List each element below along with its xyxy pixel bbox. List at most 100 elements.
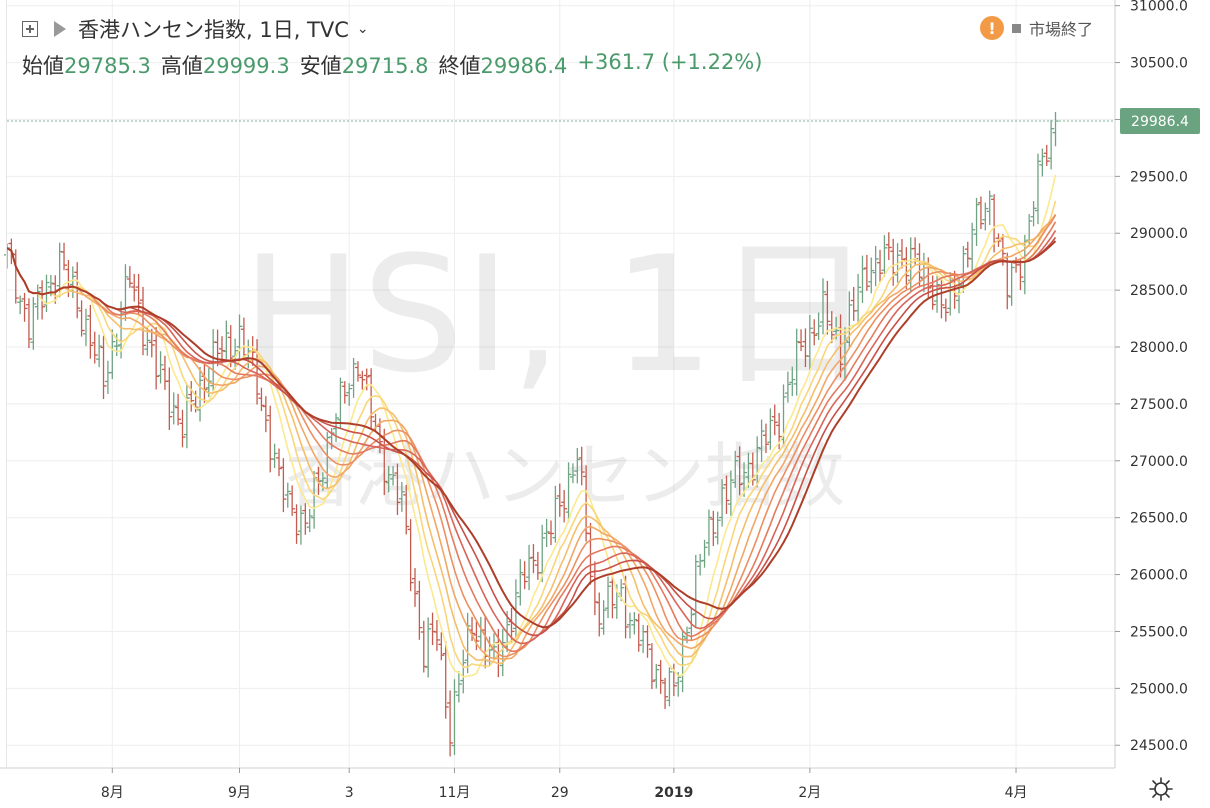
ohlc-bar: [1030, 201, 1037, 227]
ohlc-bar: [710, 510, 717, 546]
ohlc-bar: [390, 466, 397, 486]
ohlc-bar: [565, 462, 572, 523]
status-square-icon: [1012, 23, 1021, 33]
price-bars: [4, 111, 1059, 757]
ohlc-bar: [605, 576, 612, 619]
ohlc-bar: [109, 329, 116, 380]
price-tick-label: 27500.0: [1130, 397, 1188, 413]
time-tick-label: 3: [345, 785, 354, 801]
last-price-tag: 29986.4: [1120, 108, 1200, 135]
ohlc-bar: [552, 485, 559, 543]
ohlc-bar: [350, 358, 357, 398]
ohlc-bar: [166, 367, 173, 430]
ohlc-bar: [447, 690, 454, 757]
ohlc-bar: [17, 295, 24, 315]
ohlc-bar: [425, 617, 432, 678]
ohlc-bar: [398, 482, 405, 512]
symbol-title[interactable]: 香港ハンセン指数, 1日, TVC: [78, 18, 349, 42]
ohlc-bar: [517, 559, 524, 606]
chart-grid: [7, 0, 1115, 768]
ohlc-bar: [82, 308, 89, 347]
ohlc-bar: [87, 304, 94, 359]
ohlc-bar: [820, 278, 826, 335]
time-tick-label: 2月: [798, 785, 821, 801]
ohlc-close: 終値29986.4: [438, 54, 568, 78]
ohlc-bar: [451, 679, 458, 755]
ohlc-bar: [104, 360, 111, 394]
ohlc-bar: [530, 544, 537, 574]
ohlc-bar: [170, 392, 177, 425]
ohlc-bar: [293, 504, 300, 544]
ohlc-bar: [727, 470, 734, 516]
ohlc-bar: [420, 620, 427, 673]
flag-icon[interactable]: [54, 21, 66, 37]
ohlc-bar: [236, 314, 243, 359]
ohlc-bar: [284, 482, 291, 508]
ohlc-bar: [403, 484, 410, 535]
price-tick-label: 25000.0: [1130, 681, 1188, 697]
ohlc-bar: [289, 485, 296, 516]
ohlc-bar: [626, 612, 633, 639]
ohlc-bar: [701, 539, 708, 568]
ohlc-bar: [183, 384, 190, 449]
ohlc-bar: [1039, 148, 1046, 177]
time-tick-label: 11月: [439, 785, 471, 801]
ohlc-bar: [521, 561, 528, 590]
ohlc-bar: [433, 620, 440, 651]
ohlc-bar: [574, 448, 581, 484]
ohlc-bar: [666, 667, 673, 707]
ohlc-bar: [929, 275, 936, 310]
time-tick-label: 8月: [101, 785, 124, 801]
chevron-down-icon[interactable]: ⌄: [356, 21, 369, 37]
ohlc-bar: [824, 280, 831, 335]
ohlc-bar: [412, 568, 418, 607]
ohlc-bar: [811, 319, 818, 346]
market-status-text: 市場終了: [1029, 20, 1094, 39]
ohlc-bar: [302, 503, 309, 535]
watermark-symbol: HSI, 1日: [242, 221, 875, 408]
ohlc-bar: [789, 366, 796, 397]
ohlc-bar: [271, 443, 278, 469]
ohlc-bar: [148, 328, 155, 358]
ohlc-bar: [631, 612, 638, 635]
ohlc-bar: [868, 257, 875, 294]
ohlc-bar: [61, 242, 68, 271]
ohlc-bar: [578, 446, 585, 486]
ohlc-bar: [276, 448, 282, 477]
ohlc-bar: [758, 419, 765, 463]
ohlc-bar: [153, 327, 160, 390]
market-status: ! 市場終了: [980, 16, 1093, 40]
ohlc-bar: [100, 335, 107, 400]
ohlc-bar: [438, 632, 445, 661]
ohlc-bar: [455, 671, 462, 703]
ohlc-bar: [591, 561, 598, 616]
time-tick-label: 9月: [228, 785, 251, 801]
ohlc-bar: [197, 366, 204, 422]
ohlc-bar: [561, 490, 568, 523]
ohlc-bar: [473, 621, 480, 651]
ohlc-bar: [280, 458, 287, 513]
ohlc-bar: [771, 404, 778, 436]
ohlc-bar: [363, 368, 370, 391]
ohlc-bar: [916, 243, 923, 288]
warning-icon[interactable]: !: [980, 16, 1004, 40]
chart-watermark: HSI, 1日 香港ハンセン指数: [242, 221, 875, 517]
price-tick-label: 28000.0: [1130, 340, 1188, 356]
expand-icon[interactable]: [22, 21, 38, 37]
ohlc-bar: [297, 505, 304, 545]
ohlc-bar: [262, 396, 269, 433]
time-axis[interactable]: 8月 9月 3 11月 29 2019 2月 4月: [101, 768, 1028, 801]
time-tick-label: 2019: [654, 785, 693, 801]
ohlc-bar: [161, 355, 168, 390]
ohlc-values: 始値29785.3 高値29999.3 安値29715.8 終値29986.4 …: [22, 50, 762, 80]
ohlc-bar: [692, 554, 699, 628]
ohlc-bar: [1008, 262, 1015, 306]
gear-icon[interactable]: [1148, 776, 1174, 802]
ohlc-bar: [749, 452, 756, 486]
time-tick-label: 29: [551, 785, 569, 801]
ohlc-open: 始値29785.3: [22, 54, 151, 78]
ohlc-bar: [644, 625, 651, 658]
ohlc-bar: [719, 479, 726, 527]
ohlc-bar: [232, 338, 239, 370]
